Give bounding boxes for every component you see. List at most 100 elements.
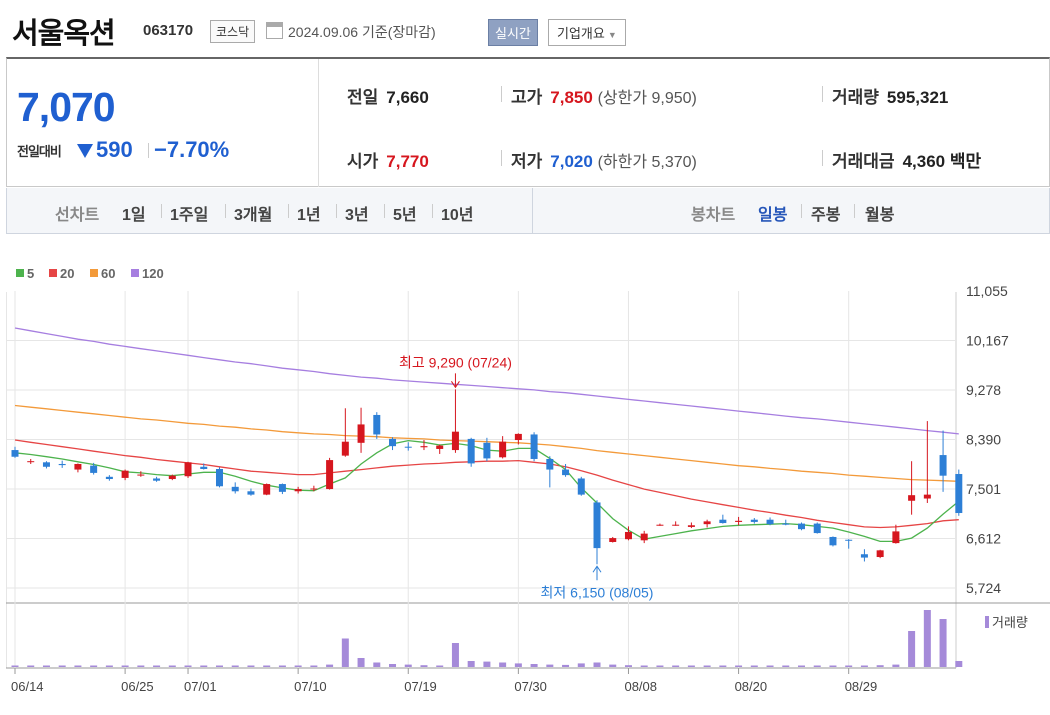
period-1d[interactable]: 1일: [122, 207, 146, 224]
y-tick-label: 5,724: [966, 580, 1001, 596]
volume-bar: [483, 661, 491, 667]
volume-bar: [357, 658, 365, 667]
volume-bar: [263, 665, 271, 667]
volume-bar: [105, 665, 113, 667]
y-tick-label: 7,501: [966, 481, 1001, 497]
candle-body: [719, 519, 727, 524]
candle-body: [546, 458, 554, 470]
volume-bar: [74, 665, 82, 667]
period-10y[interactable]: 10년: [441, 207, 474, 224]
price-summary: 7,070 전일대비 590 −7.70% 전일 7,660 시가 7,770 고가…: [6, 57, 1050, 187]
high-value: 7,850: [550, 88, 593, 107]
candle-body: [703, 521, 711, 525]
divider: [501, 150, 502, 166]
volume-bar: [11, 665, 19, 667]
low-stat: 저가 7,020 (하한가 5,370): [511, 147, 697, 172]
volume-bar: [373, 662, 381, 667]
change-label: 전일대비: [17, 144, 62, 159]
high-label: 고가: [511, 88, 543, 107]
candle-body: [845, 539, 853, 541]
volume-bar: [58, 665, 66, 667]
divider: [801, 204, 802, 218]
y-tick-label: 11,055: [966, 283, 1008, 299]
period-1y[interactable]: 1년: [297, 207, 321, 224]
candle-body: [310, 488, 318, 490]
candle-body: [420, 446, 428, 448]
y-tick-label: 10,167: [966, 332, 1009, 348]
period-3y[interactable]: 3년: [345, 207, 369, 224]
company-overview-label: 기업개요: [557, 26, 605, 41]
candle-body: [892, 531, 900, 544]
volume-bar: [687, 665, 695, 667]
volume-bar: [42, 665, 50, 667]
volume-bar: [798, 665, 805, 667]
volume-bar: [609, 664, 617, 667]
realtime-button[interactable]: 실시간: [488, 19, 538, 46]
candle-body: [656, 524, 664, 526]
candle-body: [326, 460, 334, 490]
chart-toolbar: 선차트 1일 1주일 3개월 1년 3년 5년 10년 봉차트 일봉 주봉 월봉: [6, 188, 1050, 234]
candle-body: [373, 414, 381, 435]
candle-body: [483, 442, 491, 459]
volume-bar: [766, 665, 774, 667]
volume-bar: [845, 665, 853, 667]
volume-value: 595,321: [886, 88, 949, 107]
candle-body: [121, 470, 129, 478]
volume-bar: [294, 665, 302, 667]
prev-close-value: 7,660: [386, 88, 429, 107]
candle-body: [514, 433, 522, 441]
candle-body: [451, 431, 459, 451]
open-label: 시가: [347, 152, 379, 171]
volume-bar: [860, 665, 868, 667]
stock-chart: 11,055 10,167 9,278 8,390 7,501 6,612 5,724 06/…: [5, 236, 1050, 715]
calendar-icon: [266, 22, 283, 39]
period-weekly[interactable]: 주봉: [811, 207, 841, 224]
volume-label: 거래량: [832, 88, 879, 107]
candle-body: [577, 478, 585, 495]
trade-value-value: 4,360: [902, 152, 946, 171]
company-overview-button[interactable]: 기업개요 ▼: [548, 19, 626, 46]
candle-body: [389, 438, 397, 447]
candle-body: [687, 525, 695, 527]
lower-limit: (하한가 5,370): [597, 154, 697, 171]
candle-body: [137, 474, 145, 476]
candle-body: [923, 494, 931, 499]
candle-body: [341, 441, 349, 456]
volume-bar: [892, 664, 900, 667]
period-daily[interactable]: 일봉: [758, 207, 788, 224]
volume-bar: [499, 662, 507, 667]
line-chart-label: 선차트: [55, 207, 100, 224]
x-tick-label: 08/20: [735, 679, 768, 694]
volume-bar: [514, 663, 522, 667]
candle-body: [184, 462, 192, 477]
period-5y[interactable]: 5년: [393, 207, 417, 224]
legend-label: 60: [101, 266, 115, 281]
candle-body: [672, 524, 680, 526]
max-arrow-head: [451, 381, 460, 389]
period-1w[interactable]: 1주일: [170, 207, 209, 224]
date-value: 2024.09.06: [288, 24, 359, 40]
volume-bar: [247, 665, 255, 667]
candle-body: [58, 463, 66, 466]
volume-bar: [215, 665, 223, 667]
period-3m[interactable]: 3개월: [234, 207, 273, 224]
x-tick-label: 06/25: [121, 679, 154, 694]
volume-bar: [168, 665, 176, 667]
trade-value-unit: 백만: [949, 152, 982, 171]
x-tick-label: 07/10: [294, 679, 327, 694]
candle-body: [105, 476, 113, 480]
legend-swatch: [16, 269, 24, 277]
period-monthly[interactable]: 월봉: [865, 207, 895, 224]
x-tick-label: 07/19: [404, 679, 437, 694]
candle-body: [42, 462, 50, 467]
candle-body: [499, 441, 507, 458]
x-tick-label: 07/30: [514, 679, 547, 694]
max-annotation: 최고 9,290 (07/24): [399, 354, 512, 370]
candle-body: [357, 424, 365, 443]
volume-bar: [640, 665, 648, 667]
candle-chart-label: 봉차트: [691, 207, 736, 224]
change-percent: −7.70%: [154, 137, 230, 162]
candle-body: [168, 475, 176, 480]
divider: [822, 86, 823, 102]
volume-legend-swatch: [985, 616, 989, 628]
